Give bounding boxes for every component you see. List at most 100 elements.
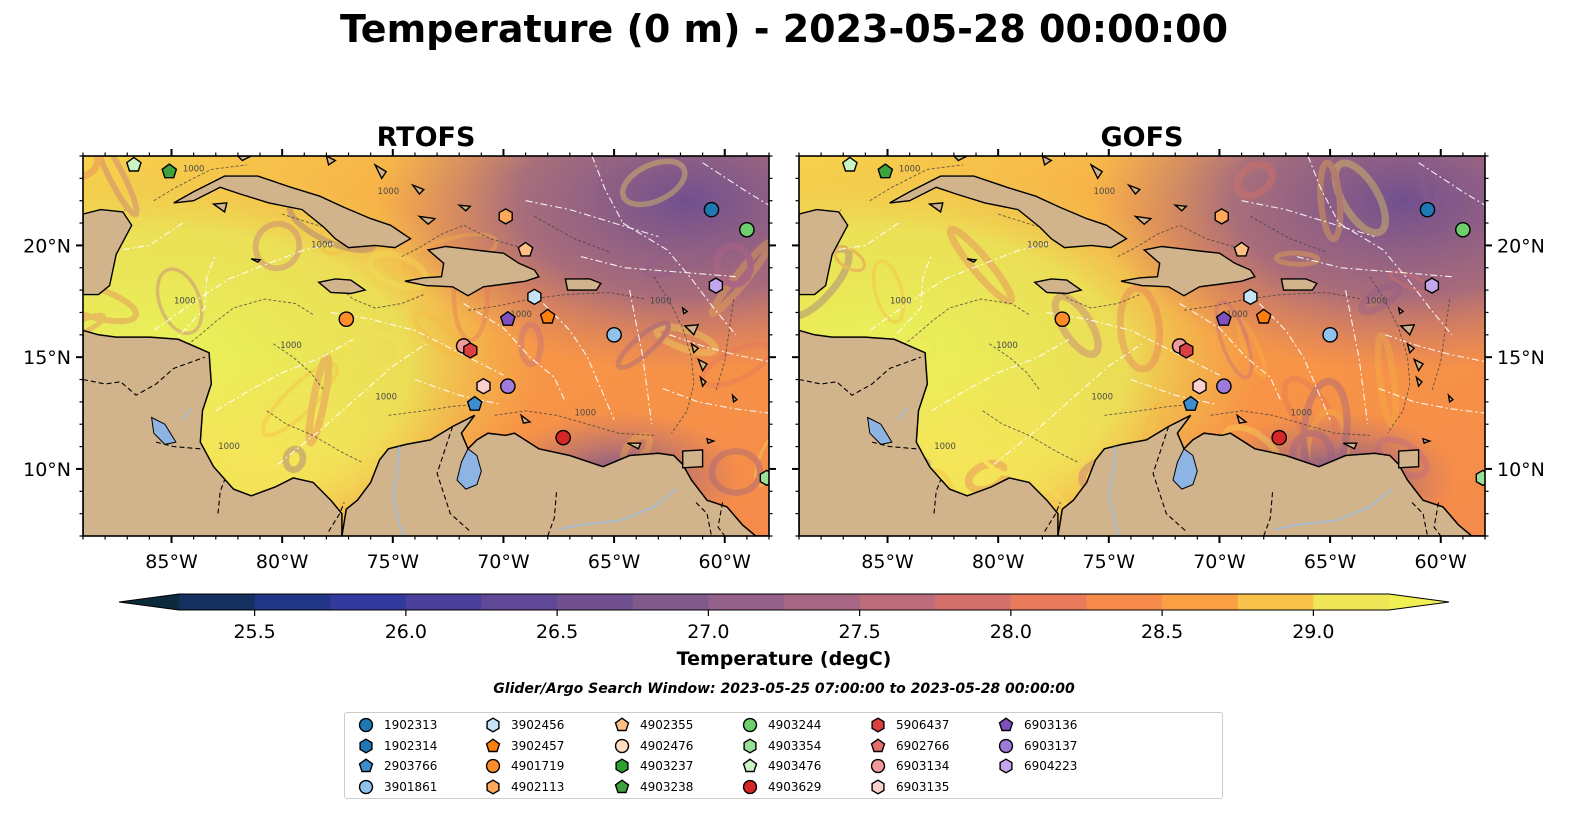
land-isleYouth bbox=[211, 202, 228, 214]
colorbar-bin bbox=[935, 594, 1012, 610]
eez-boundary bbox=[463, 303, 566, 403]
land-south-america bbox=[1057, 414, 1485, 536]
float-marker-4903354 bbox=[1475, 469, 1485, 487]
lake-maracaibo bbox=[456, 448, 482, 490]
lat-tick-label: 15°N bbox=[23, 347, 71, 369]
land-floridaTip bbox=[236, 156, 252, 162]
float-marker-4902113 bbox=[1214, 208, 1229, 225]
legend-label: 4903244 bbox=[768, 718, 822, 732]
float-marker-3901861 bbox=[1322, 326, 1338, 343]
contour-label: 1000 bbox=[1291, 408, 1313, 418]
colorbar-tick-label: 27.5 bbox=[838, 621, 880, 643]
legend-marker bbox=[870, 737, 886, 752]
legend-item-2903766: 2903766 bbox=[357, 757, 437, 775]
legend-label: 4901719 bbox=[511, 759, 565, 773]
legend-marker bbox=[358, 779, 374, 794]
colorbar-tick-label: 26.0 bbox=[385, 621, 427, 643]
land-martinique bbox=[696, 357, 709, 373]
land-cayman bbox=[250, 258, 262, 264]
legend-label: 6902766 bbox=[896, 738, 950, 753]
bathymetry-contour bbox=[1210, 410, 1370, 436]
land-martinique bbox=[1412, 357, 1425, 373]
legend-item-3902456: 3902456 bbox=[484, 716, 564, 734]
legend-marker bbox=[742, 717, 758, 733]
legend-label: 3902457 bbox=[511, 738, 565, 753]
float-marker-4903629 bbox=[1271, 429, 1288, 446]
river bbox=[1107, 446, 1121, 536]
bathymetry-contour bbox=[998, 213, 1065, 233]
contour-label: 1000 bbox=[174, 297, 196, 307]
panel-title: GOFS bbox=[1100, 122, 1183, 153]
contour-label: 1000 bbox=[650, 297, 672, 307]
bathymetry-contour bbox=[1250, 216, 1326, 253]
colorbar-bin bbox=[708, 594, 785, 610]
search-window-text: Glider/Argo Search Window: 2023-05-25 07… bbox=[493, 681, 1075, 697]
country-border bbox=[155, 441, 201, 450]
contour-label: 1000 bbox=[890, 297, 912, 307]
legend-marker bbox=[998, 717, 1014, 732]
lon-tick-label: 65°W bbox=[588, 551, 641, 573]
legend-marker bbox=[870, 758, 886, 774]
float-marker-3902457 bbox=[539, 308, 556, 324]
eez-boundary bbox=[1179, 303, 1282, 403]
contour-label: 1000 bbox=[280, 341, 302, 351]
land-south-america bbox=[341, 414, 769, 536]
colorbar-bin bbox=[784, 594, 861, 610]
legend-item-4902355: 4902355 bbox=[613, 716, 693, 734]
country-border bbox=[717, 502, 726, 536]
country-border bbox=[799, 356, 921, 396]
colorbar-extend-low bbox=[119, 594, 179, 610]
river bbox=[897, 408, 909, 421]
pentagon-marker-icon bbox=[614, 717, 630, 732]
map-area: 1000 1000 1000 1000 1000 1000 1000 1000 1000 1000 bbox=[83, 156, 769, 536]
land-antigua bbox=[681, 306, 689, 315]
legend-item-3901861: 3901861 bbox=[357, 778, 437, 796]
land-margarita bbox=[627, 442, 642, 450]
legend-marker bbox=[615, 758, 629, 774]
pentagon-marker-icon bbox=[614, 778, 630, 793]
float-marker-5906437 bbox=[1179, 342, 1194, 359]
land-barbados bbox=[1447, 393, 1454, 404]
hexagon-marker-icon bbox=[999, 758, 1013, 774]
contour-label: 1000 bbox=[1366, 297, 1388, 307]
lon-tick-label: 75°W bbox=[367, 551, 420, 573]
legend-marker bbox=[486, 778, 500, 795]
lat-tick-label: 20°N bbox=[23, 235, 71, 257]
country-border bbox=[83, 356, 205, 396]
river bbox=[181, 408, 193, 421]
contour-label: 1000 bbox=[183, 165, 205, 175]
legend-label: 1902313 bbox=[384, 718, 438, 732]
land-puertoRico bbox=[564, 278, 602, 291]
legend-marker bbox=[358, 717, 374, 733]
float-marker-4902355 bbox=[517, 241, 534, 257]
colorbar-bin bbox=[330, 594, 407, 610]
land-hispaniola bbox=[1120, 245, 1256, 297]
land-inagua bbox=[417, 215, 437, 226]
colorbar: 25.5 26.0 26.5 27.0 27.5 28.0 28.5 29.0 bbox=[118, 593, 1450, 643]
legend-marker bbox=[359, 737, 373, 754]
bathymetry-contour bbox=[534, 216, 610, 253]
colorbar-bin bbox=[1313, 594, 1390, 610]
map-ticks bbox=[76, 149, 776, 543]
land-cuba bbox=[889, 175, 1128, 249]
legend-label: 6903134 bbox=[896, 759, 950, 773]
hexagon-marker-icon bbox=[359, 737, 373, 754]
eez-boundary bbox=[1418, 162, 1485, 206]
colorbar-extend-high bbox=[1389, 594, 1449, 610]
bathymetry-contour bbox=[869, 164, 963, 202]
bathymetry-contour bbox=[266, 410, 363, 463]
bathymetry-contour bbox=[401, 224, 522, 258]
float-marker-3901861 bbox=[606, 326, 622, 343]
legend-item-6903135: 6903135 bbox=[869, 778, 949, 796]
lon-tick-label: 70°W bbox=[477, 551, 530, 573]
legend-item-6903137: 6903137 bbox=[997, 737, 1077, 755]
colorbar-tick-label: 28.0 bbox=[990, 621, 1032, 643]
lon-tick-label: 60°W bbox=[699, 551, 752, 573]
legend-label: 4903476 bbox=[768, 759, 822, 773]
float-marker-3902456 bbox=[1243, 288, 1258, 306]
bathymetry-contour bbox=[989, 343, 1041, 391]
float-marker-4903238 bbox=[877, 163, 894, 179]
colorbar-tick-label: 25.5 bbox=[233, 621, 275, 643]
circle-marker-icon bbox=[358, 717, 374, 733]
colorbar-tick-label: 26.5 bbox=[536, 621, 578, 643]
